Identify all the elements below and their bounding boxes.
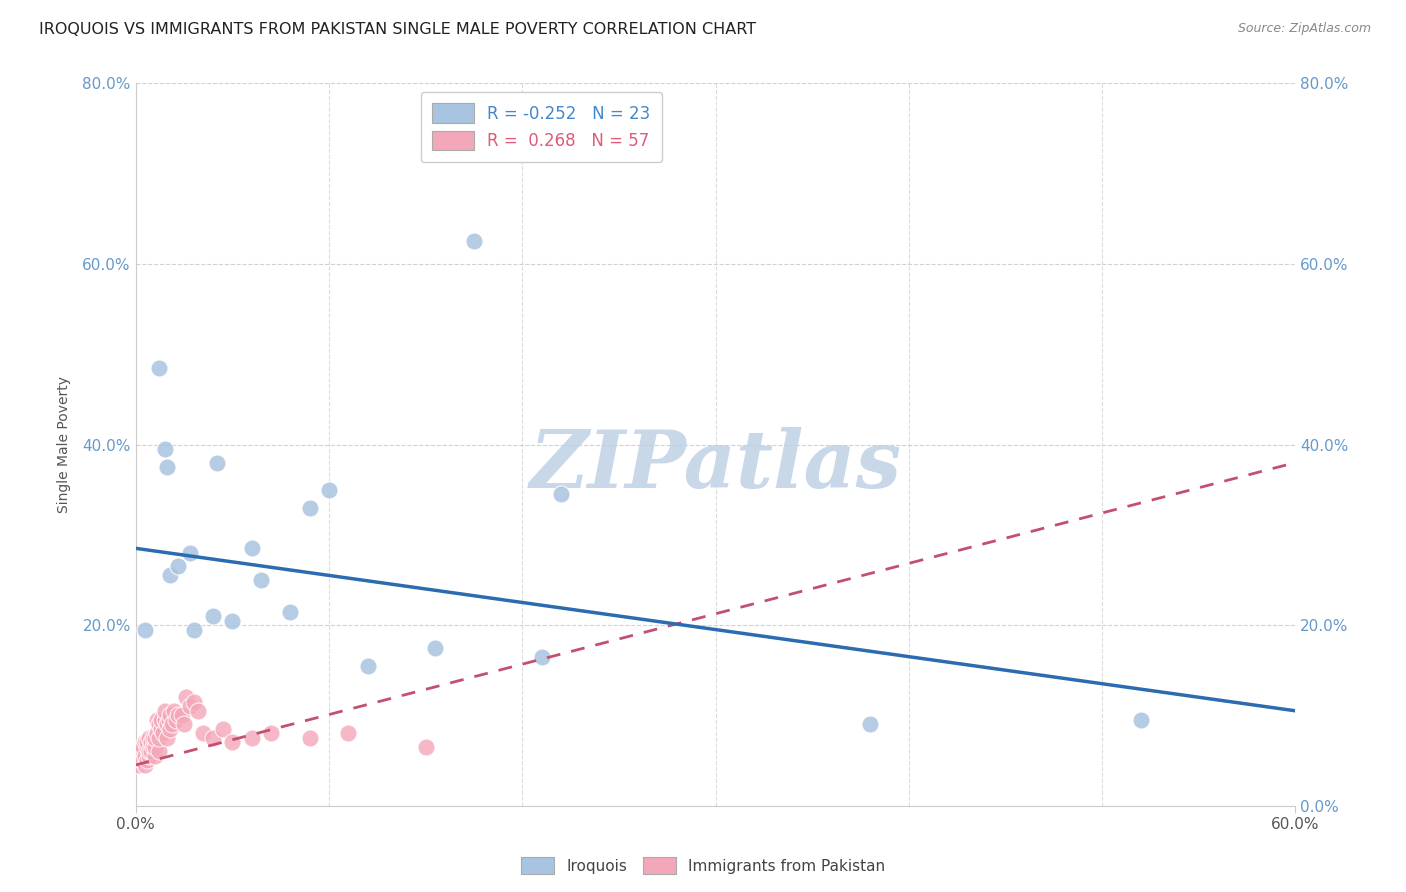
Point bbox=[142, 731, 165, 745]
Point bbox=[179, 546, 201, 560]
Point bbox=[250, 573, 273, 587]
Point bbox=[153, 713, 176, 727]
Point bbox=[186, 704, 208, 718]
Point bbox=[530, 649, 553, 664]
Point bbox=[148, 731, 170, 745]
Point bbox=[173, 717, 195, 731]
Point bbox=[153, 704, 176, 718]
Point bbox=[356, 658, 378, 673]
Point bbox=[152, 726, 174, 740]
Legend: R = -0.252   N = 23, R =  0.268   N = 57: R = -0.252 N = 23, R = 0.268 N = 57 bbox=[420, 92, 662, 162]
Point bbox=[167, 708, 190, 723]
Point bbox=[134, 748, 156, 763]
Point bbox=[148, 744, 170, 758]
Point bbox=[138, 748, 160, 763]
Point bbox=[143, 748, 166, 763]
Point bbox=[162, 717, 184, 731]
Point bbox=[183, 623, 205, 637]
Point bbox=[463, 235, 485, 249]
Point bbox=[240, 541, 263, 556]
Point bbox=[278, 605, 301, 619]
Point bbox=[138, 744, 160, 758]
Point bbox=[298, 731, 321, 745]
Point bbox=[132, 754, 155, 768]
Point bbox=[149, 722, 172, 736]
Point bbox=[211, 722, 233, 736]
Point bbox=[143, 739, 166, 754]
Point bbox=[148, 360, 170, 375]
Point bbox=[174, 690, 197, 705]
Point bbox=[134, 758, 156, 772]
Point bbox=[153, 442, 176, 456]
Point bbox=[337, 726, 360, 740]
Point bbox=[170, 708, 193, 723]
Point bbox=[425, 640, 447, 655]
Point bbox=[139, 735, 162, 749]
Text: ZIPatlas: ZIPatlas bbox=[530, 427, 901, 505]
Point bbox=[298, 500, 321, 515]
Point bbox=[859, 717, 882, 731]
Point bbox=[136, 754, 159, 768]
Point bbox=[183, 695, 205, 709]
Point bbox=[159, 708, 181, 723]
Point bbox=[221, 614, 243, 628]
Point bbox=[131, 744, 153, 758]
Point bbox=[193, 726, 215, 740]
Point bbox=[1129, 713, 1152, 727]
Point bbox=[157, 713, 180, 727]
Point bbox=[134, 623, 156, 637]
Point bbox=[240, 731, 263, 745]
Text: IROQUOIS VS IMMIGRANTS FROM PAKISTAN SINGLE MALE POVERTY CORRELATION CHART: IROQUOIS VS IMMIGRANTS FROM PAKISTAN SIN… bbox=[39, 22, 756, 37]
Point bbox=[128, 748, 150, 763]
Point bbox=[139, 744, 162, 758]
Point bbox=[159, 568, 181, 582]
Point bbox=[136, 739, 159, 754]
Point bbox=[127, 758, 149, 772]
Point bbox=[163, 704, 186, 718]
Point bbox=[138, 731, 160, 745]
Point bbox=[260, 726, 283, 740]
Point bbox=[146, 726, 169, 740]
Point bbox=[155, 460, 177, 475]
Point bbox=[143, 731, 166, 745]
Point bbox=[165, 713, 187, 727]
Point bbox=[142, 739, 165, 754]
Point bbox=[159, 722, 181, 736]
Text: Source: ZipAtlas.com: Source: ZipAtlas.com bbox=[1237, 22, 1371, 36]
Point bbox=[128, 739, 150, 754]
Point bbox=[221, 735, 243, 749]
Point bbox=[136, 735, 159, 749]
Point bbox=[146, 713, 169, 727]
Point bbox=[179, 699, 201, 714]
Point bbox=[131, 754, 153, 768]
Point bbox=[132, 739, 155, 754]
Point bbox=[149, 713, 172, 727]
Point bbox=[148, 717, 170, 731]
Point bbox=[155, 717, 177, 731]
Point bbox=[155, 731, 177, 745]
Y-axis label: Single Male Poverty: Single Male Poverty bbox=[58, 376, 72, 513]
Point bbox=[201, 609, 224, 624]
Point bbox=[201, 731, 224, 745]
Point bbox=[318, 483, 340, 497]
Point bbox=[415, 739, 437, 754]
Point bbox=[205, 456, 228, 470]
Legend: Iroquois, Immigrants from Pakistan: Iroquois, Immigrants from Pakistan bbox=[515, 851, 891, 880]
Point bbox=[550, 487, 572, 501]
Point bbox=[167, 559, 190, 574]
Point bbox=[134, 735, 156, 749]
